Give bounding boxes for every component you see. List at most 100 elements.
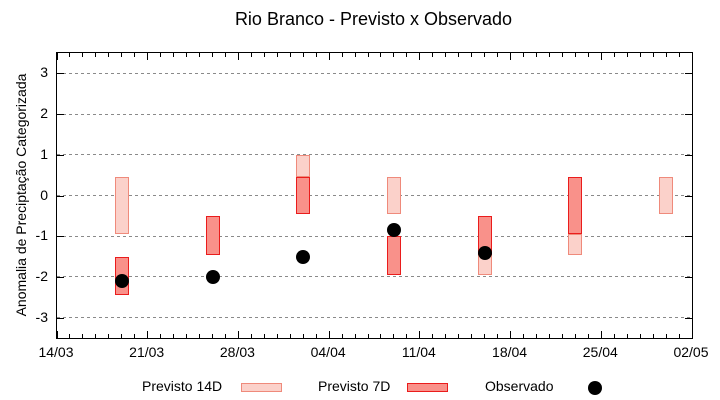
y-tick-label: 1	[40, 145, 48, 162]
x-tick	[95, 334, 97, 338]
x-tick	[432, 53, 434, 57]
x-tick	[263, 53, 265, 57]
x-tick	[535, 334, 537, 338]
x-tick	[587, 53, 589, 57]
x-tick	[510, 53, 512, 60]
x-tick	[212, 53, 213, 57]
gridline	[57, 195, 692, 196]
range-bar-previsto-14d	[568, 234, 583, 255]
x-tick	[523, 53, 525, 57]
x-tick	[173, 53, 175, 57]
y-tick-label: -2	[35, 267, 48, 284]
x-tick	[445, 53, 447, 57]
x-tick-label: 04/04	[310, 344, 346, 360]
x-tick	[354, 334, 356, 338]
x-tick	[600, 53, 602, 60]
range-bar-previsto-7d	[386, 236, 401, 275]
observado-point	[205, 269, 220, 284]
x-tick	[82, 334, 84, 338]
x-tick	[432, 334, 434, 338]
x-tick	[665, 53, 667, 57]
legend-label-observado: Observado	[485, 378, 554, 394]
legend-marker-observado-icon	[588, 381, 602, 395]
x-tick	[691, 331, 693, 338]
x-tick	[276, 53, 278, 57]
observado-point	[477, 245, 492, 260]
x-tick	[302, 334, 304, 338]
x-tick	[678, 334, 680, 338]
x-tick	[354, 53, 356, 57]
y-tick	[685, 317, 692, 319]
legend-swatch-previsto-14d-icon	[241, 383, 282, 392]
range-bar-previsto-14d	[386, 177, 401, 214]
x-tick	[678, 53, 680, 57]
x-tick	[250, 53, 252, 57]
y-tick	[685, 236, 692, 238]
x-tick	[134, 53, 136, 57]
y-tick	[57, 236, 64, 238]
x-tick	[561, 53, 563, 57]
x-tick	[108, 53, 110, 57]
x-tick	[367, 334, 369, 338]
x-tick	[108, 334, 110, 338]
x-tick	[263, 334, 265, 338]
legend-swatch-previsto-7d-icon	[407, 383, 448, 392]
y-tick	[57, 195, 64, 197]
gridline	[57, 113, 692, 115]
x-tick	[574, 334, 576, 338]
x-tick	[380, 334, 382, 338]
x-tick	[613, 53, 615, 57]
x-tick	[69, 334, 71, 338]
x-tick	[484, 334, 486, 338]
y-tick	[57, 276, 64, 278]
x-tick	[224, 334, 226, 338]
y-tick	[57, 154, 64, 156]
gridline	[57, 154, 692, 156]
x-tick	[186, 334, 188, 338]
x-tick	[419, 331, 421, 338]
x-tick	[186, 53, 188, 57]
x-tick	[302, 53, 304, 57]
x-tick	[237, 53, 239, 60]
x-tick	[134, 334, 136, 338]
x-tick	[56, 53, 58, 60]
x-tick	[587, 334, 589, 338]
x-tick	[393, 53, 395, 57]
x-tick	[380, 53, 382, 57]
observado-point	[296, 249, 311, 264]
x-tick	[250, 334, 252, 338]
y-tick	[57, 73, 64, 75]
x-tick	[626, 334, 628, 338]
x-tick	[328, 331, 330, 338]
x-tick	[341, 53, 343, 57]
x-tick	[639, 334, 641, 338]
x-tick	[497, 334, 499, 338]
x-tick	[224, 53, 226, 57]
x-tick-label: 25/04	[582, 344, 618, 360]
x-tick-label: 02/05	[673, 344, 709, 360]
gridline	[57, 72, 692, 74]
x-tick	[600, 331, 602, 338]
y-tick	[685, 73, 692, 75]
x-tick	[484, 53, 486, 57]
y-tick	[685, 154, 692, 156]
observado-point	[386, 223, 401, 238]
x-tick	[613, 334, 615, 338]
x-tick	[121, 334, 123, 338]
y-tick-label: 2	[40, 105, 48, 122]
plot-area	[56, 52, 693, 339]
x-tick	[289, 334, 291, 338]
range-bar-previsto-7d	[296, 177, 311, 214]
x-tick	[445, 334, 447, 338]
x-tick	[471, 53, 473, 57]
x-tick	[95, 53, 97, 57]
y-tick	[57, 114, 64, 116]
range-bar-previsto-7d	[568, 177, 583, 235]
x-tick	[121, 53, 123, 57]
gridline	[57, 235, 692, 237]
x-tick	[639, 53, 641, 57]
x-tick	[289, 53, 291, 57]
x-tick	[652, 334, 654, 338]
x-tick-label: 18/04	[492, 344, 528, 360]
x-tick	[665, 334, 667, 338]
